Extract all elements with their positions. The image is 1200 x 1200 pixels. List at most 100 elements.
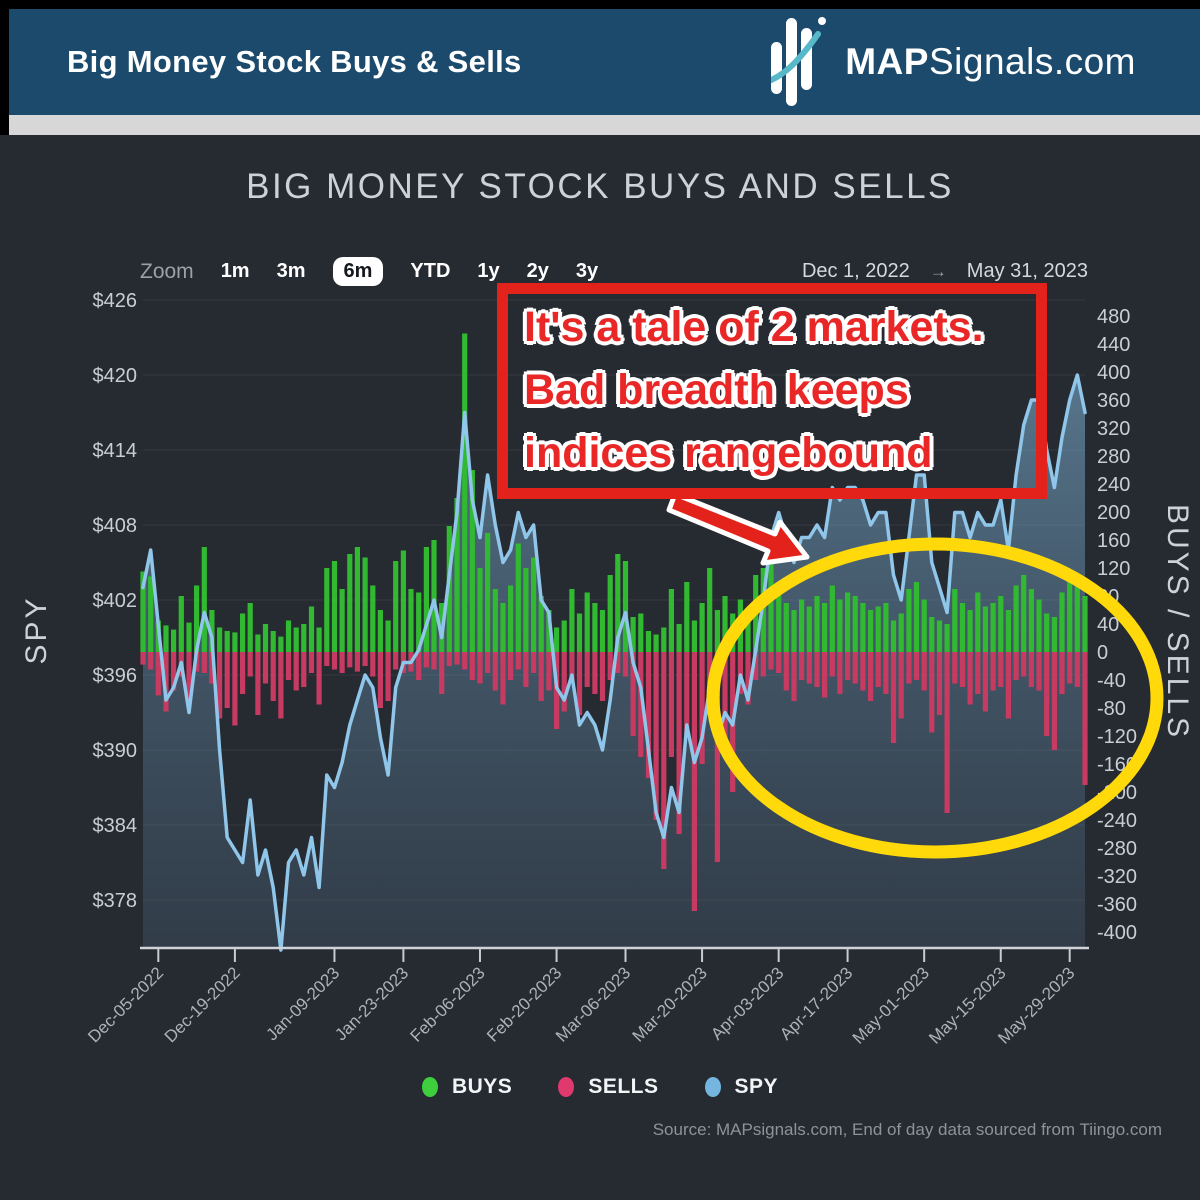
- buy-bar: [148, 576, 154, 652]
- sell-bar: [661, 652, 667, 869]
- right-tick-label: 480: [1097, 306, 1130, 328]
- zoom-option-6m[interactable]: 6m: [332, 257, 384, 286]
- sell-bar: [622, 652, 629, 677]
- right-tick-label: 120: [1097, 558, 1130, 580]
- x-tick-label: Jan-23-2023: [331, 963, 412, 1044]
- legend-item-spy[interactable]: SPY: [704, 1075, 779, 1099]
- sell-bar: [829, 652, 835, 677]
- sell-bar: [209, 652, 215, 684]
- brand-logo[interactable]: MAPSignals.com: [771, 12, 1136, 112]
- buy-bar: [385, 620, 391, 652]
- header-region: Big Money Stock Buys & Sells MAPSignals.…: [0, 0, 1200, 135]
- sell-bar: [240, 652, 246, 694]
- buy-bar: [990, 603, 996, 652]
- buy-bar: [561, 620, 567, 652]
- sell-bar: [783, 652, 789, 691]
- right-tick-label: 240: [1097, 474, 1130, 496]
- zoom-option-3m[interactable]: 3m: [276, 260, 306, 282]
- sell-bar: [485, 652, 491, 673]
- buy-bar: [837, 599, 843, 652]
- buy-bar: [247, 603, 253, 652]
- buy-bar: [316, 627, 322, 652]
- sell-bar: [155, 652, 161, 696]
- buy-bar: [967, 610, 973, 652]
- buy-bar: [975, 592, 981, 652]
- right-tick-label: 200: [1097, 502, 1130, 524]
- sell-bar: [1036, 652, 1042, 691]
- sell-bar: [217, 652, 223, 719]
- sell-bar: [799, 652, 805, 680]
- buy-bar: [354, 547, 360, 652]
- sell-bar: [416, 652, 422, 680]
- sell-bar: [1074, 652, 1080, 687]
- legend-label-spy: SPY: [734, 1075, 779, 1098]
- buy-bar: [1051, 617, 1057, 652]
- buy-bar: [1082, 596, 1088, 652]
- header-bar: Big Money Stock Buys & Sells MAPSignals.…: [9, 9, 1200, 115]
- left-tick-label: $414: [93, 440, 138, 462]
- zoom-option-1y[interactable]: 1y: [477, 260, 500, 282]
- buy-bar: [462, 333, 468, 652]
- sell-bar: [232, 652, 238, 726]
- zoom-option-3y[interactable]: 3y: [575, 260, 599, 282]
- price-flow-chart[interactable]: $426 $420 $414 $408 $402 $396 $390 $384 $378 480 4…: [0, 135, 1200, 1200]
- sell-bar: [860, 652, 866, 691]
- legend-item-sells[interactable]: SELLS: [558, 1075, 658, 1099]
- legend-label-sells: SELLS: [588, 1075, 659, 1098]
- range-arrow-icon: →: [929, 261, 947, 281]
- right-tick-label: -40: [1097, 670, 1126, 692]
- sell-bar: [423, 652, 429, 668]
- sell-bar: [584, 652, 590, 687]
- sell-bar: [837, 652, 843, 694]
- sell-bar: [898, 652, 904, 719]
- sell-bar: [148, 652, 154, 670]
- sell-bar: [278, 652, 284, 719]
- sell-bar: [1044, 652, 1050, 736]
- brand-name-bold: MAP: [845, 41, 929, 82]
- buy-bar: [944, 624, 950, 652]
- sell-bar: [301, 652, 307, 687]
- chart-section: BIG MONEY STOCK BUYS AND SELLS Zoom 1m 3…: [0, 135, 1200, 1200]
- sell-bar: [1051, 652, 1057, 750]
- sell-bar: [331, 652, 338, 670]
- buy-bar: [1059, 592, 1065, 652]
- buy-bar: [301, 624, 307, 652]
- buy-bar: [194, 585, 200, 652]
- sell-bar: [255, 652, 261, 715]
- sell-bar: [186, 652, 192, 701]
- sell-bar: [845, 652, 851, 680]
- sell-bar: [308, 652, 315, 673]
- buys-dot-icon: [421, 1077, 438, 1097]
- annotation-box: It's a tale of 2 markets. Bad breadth ke…: [497, 283, 1047, 499]
- zoom-option-2y[interactable]: 2y: [526, 260, 549, 282]
- legend-item-buys[interactable]: BUYS: [421, 1075, 512, 1099]
- sell-bar: [929, 652, 935, 733]
- sell-bar: [569, 652, 575, 684]
- x-tick-label: Apr-03-2023: [707, 963, 787, 1043]
- buy-bar: [423, 547, 429, 652]
- sell-bar: [377, 652, 383, 708]
- sell-bar: [944, 652, 950, 813]
- zoom-option-ytd[interactable]: YTD: [410, 260, 451, 282]
- buy-bar: [255, 634, 261, 652]
- x-tick-label: Dec-05-2022: [84, 963, 167, 1046]
- buy-bar: [745, 617, 751, 652]
- sell-bar: [982, 652, 988, 712]
- sell-bar: [745, 652, 751, 705]
- x-tick-label: May-01-2023: [849, 963, 933, 1047]
- sell-bar: [814, 652, 820, 687]
- buy-bar: [630, 617, 636, 652]
- right-tick-label: 0: [1097, 642, 1108, 664]
- buy-bar: [868, 610, 874, 652]
- sell-bar: [576, 652, 583, 715]
- buy-bar: [599, 610, 606, 652]
- buy-bar: [362, 557, 368, 652]
- buy-bar: [308, 606, 315, 652]
- zoom-option-1m[interactable]: 1m: [220, 260, 250, 282]
- sell-bar: [1028, 652, 1034, 687]
- buy-bar: [883, 603, 889, 652]
- sell-bar: [959, 652, 966, 687]
- page-title: Big Money Stock Buys & Sells: [67, 44, 522, 79]
- buy-bar: [592, 603, 598, 652]
- sell-bar: [393, 652, 399, 670]
